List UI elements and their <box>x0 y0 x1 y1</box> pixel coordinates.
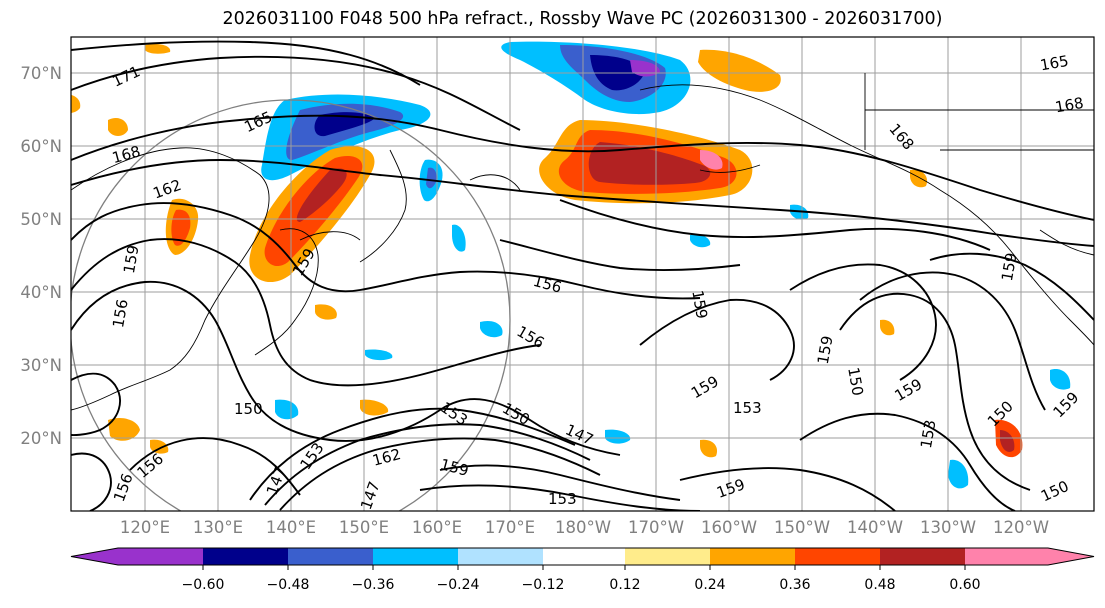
colorbar-tick-label: −0.12 <box>522 577 565 593</box>
colorbar-segment <box>710 548 795 565</box>
contour-label: 159 <box>998 251 1021 282</box>
contour-label: 150 <box>844 366 867 397</box>
colorbar-extend-high <box>1048 548 1094 565</box>
contour-label: 159 <box>814 334 837 365</box>
lon-label: 150°E <box>339 518 389 537</box>
lon-label: 160°E <box>412 518 462 537</box>
contour-label: 153 <box>733 399 762 417</box>
lon-label: 130°E <box>193 518 243 537</box>
colorbar-tick-label: 0.48 <box>864 577 895 593</box>
height-contours <box>71 40 1094 511</box>
lat-label: 60°N <box>20 137 62 156</box>
lat-label: 70°N <box>20 64 62 83</box>
colorbar-segment <box>795 548 880 565</box>
plot-frame <box>70 36 1095 512</box>
colorbar-segment <box>373 548 458 565</box>
lon-label: 130°W <box>920 518 976 537</box>
colorbar-tick-label: −0.60 <box>182 577 225 593</box>
lon-label: 180°W <box>555 518 611 537</box>
colorbar-segment <box>625 548 710 565</box>
lon-label: 140°W <box>847 518 903 537</box>
colorbar-tick-label: 0.12 <box>609 577 640 593</box>
contour-label: 150 <box>234 400 263 418</box>
lat-label: 50°N <box>20 210 62 229</box>
colorbar-tick-label: −0.24 <box>437 577 480 593</box>
lon-label: 170°W <box>628 518 684 537</box>
colorbar-segment <box>118 548 203 565</box>
longitude-labels: 120°E 130°E 140°E 150°E 160°E 170°E 180°… <box>120 518 1049 537</box>
colorbar: −0.60 −0.48 −0.36 −0.24 −0.12 0.12 0.24 … <box>70 547 1095 593</box>
contour-label: 159 <box>120 244 143 275</box>
contour-label: 165 <box>1039 52 1070 75</box>
colorbar-segment <box>880 548 965 565</box>
lon-label: 160°W <box>701 518 757 537</box>
range-circle <box>71 99 511 511</box>
latitude-labels: 70°N 60°N 50°N 40°N 30°N 20°N <box>20 64 62 448</box>
lat-label: 20°N <box>20 429 62 448</box>
colorbar-segment <box>288 548 373 565</box>
map-title: 2026031100 F048 500 hPa refract., Rossby… <box>222 9 943 29</box>
colorbar-segment <box>458 548 543 565</box>
contour-label: 156 <box>109 298 132 329</box>
contour-label: 153 <box>548 490 577 508</box>
lon-label: 120°W <box>993 518 1049 537</box>
lat-label: 40°N <box>20 283 62 302</box>
colorbar-tick-label: 0.24 <box>694 577 725 593</box>
colorbar-extend-low <box>71 548 118 565</box>
colorbar-segment <box>965 548 1048 565</box>
contour-label: 168 <box>1054 94 1085 117</box>
lon-label: 120°E <box>120 518 170 537</box>
colorbar-segment <box>543 548 625 565</box>
colorbar-tick-label: −0.48 <box>267 577 310 593</box>
lon-label: 150°W <box>774 518 830 537</box>
colorbar-tick-label: −0.36 <box>352 577 395 593</box>
contour-label: 159 <box>688 289 711 320</box>
colorbar-outline <box>70 547 1095 566</box>
lon-label: 140°E <box>266 518 316 537</box>
lat-label: 30°N <box>20 356 62 375</box>
colorbar-segment <box>203 548 288 565</box>
contour-label: 153 <box>917 418 940 449</box>
colorbar-tick-label: 0.60 <box>949 577 980 593</box>
lon-label: 170°E <box>485 518 535 537</box>
coastlines <box>71 73 1094 411</box>
colorbar-tick-label: 0.36 <box>779 577 810 593</box>
